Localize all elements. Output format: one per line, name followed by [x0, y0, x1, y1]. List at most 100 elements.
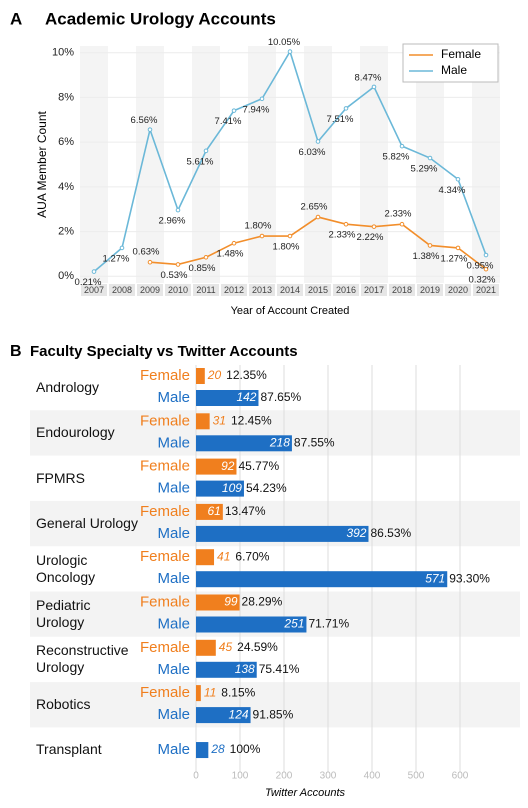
share-label: 71.71% — [308, 617, 349, 631]
x-tick-label: 200 — [276, 771, 293, 782]
value-label: 31 — [213, 413, 226, 427]
category-label: Reconstructive Urology — [36, 642, 129, 676]
point — [315, 139, 321, 144]
x-tick-box — [221, 284, 247, 296]
bar — [196, 742, 209, 759]
value-label: 1.27% — [441, 253, 468, 264]
share-label: 100% — [230, 742, 261, 756]
x-tick-label: 2012 — [224, 285, 244, 295]
y-tick-label: 10% — [52, 47, 74, 59]
category-label: General Urology — [36, 514, 138, 531]
x-tick-label: 2008 — [112, 285, 132, 295]
bar — [196, 571, 448, 588]
x-tick-label: 2019 — [420, 285, 440, 295]
value-label: 7.94% — [243, 104, 270, 115]
panel-label: A — [10, 9, 22, 28]
x-tick-label: 600 — [452, 771, 469, 782]
share-label: 45.77% — [238, 459, 279, 473]
value-label: 2.33% — [329, 230, 356, 241]
series-name: Male — [157, 615, 190, 632]
x-band — [304, 46, 332, 283]
value-label: 5.29% — [411, 164, 438, 175]
x-band — [80, 46, 108, 283]
series-name: Male — [157, 480, 190, 497]
x-tick-box — [305, 284, 331, 296]
x-tick-label: 2017 — [364, 285, 384, 295]
point — [259, 96, 265, 102]
value-label: 2.22% — [357, 232, 384, 243]
series-name: Male — [157, 525, 190, 542]
y-tick-label: 8% — [58, 91, 74, 103]
x-tick-box — [361, 284, 387, 296]
value-label: 8.47% — [355, 72, 382, 83]
point — [427, 155, 433, 161]
category-label: FPMRS — [36, 469, 85, 486]
value-label: 5.61% — [187, 156, 214, 167]
legend-label: Male — [441, 63, 467, 77]
bar — [196, 594, 240, 611]
chart-title: Academic Urology Accounts — [45, 9, 276, 28]
x-tick-box — [249, 284, 275, 296]
x-axis-label: Year of Account Created — [231, 305, 350, 317]
share-label: 12.35% — [226, 368, 267, 382]
value-label: 7.51% — [327, 114, 354, 125]
x-tick-label: 300 — [320, 771, 337, 782]
bar — [196, 639, 216, 656]
x-tick-box — [81, 284, 107, 296]
x-tick-box — [473, 284, 499, 296]
value-label: 138 — [235, 662, 255, 676]
x-band — [192, 46, 220, 283]
bar — [196, 661, 257, 678]
x-tick-label: 0 — [193, 771, 199, 782]
x-tick-box — [165, 284, 191, 296]
x-tick-label: 100 — [232, 771, 249, 782]
category-label: Urologic Oncology — [36, 551, 96, 585]
category-label: Transplant — [36, 741, 102, 758]
share-label: 24.59% — [237, 640, 278, 654]
value-label: 2.33% — [385, 209, 412, 220]
point — [259, 233, 265, 239]
point — [455, 245, 461, 251]
point — [371, 224, 377, 229]
bar — [196, 707, 251, 724]
value-label: 0.95% — [467, 261, 494, 272]
y-tick-label: 0% — [58, 270, 74, 282]
panel-label: B — [10, 343, 22, 360]
legend-label: Female — [441, 47, 481, 61]
value-label: 45 — [219, 640, 233, 654]
value-label: 11 — [204, 685, 216, 699]
point — [175, 262, 181, 267]
value-label: 6.03% — [299, 147, 326, 158]
value-label: 2.96% — [159, 216, 186, 227]
chart-title: Faculty Specialty vs Twitter Accounts — [30, 343, 298, 360]
value-label: 0.63% — [133, 247, 160, 258]
series-name: Male — [157, 570, 190, 587]
value-label: 6.56% — [131, 115, 158, 126]
x-tick-label: 2013 — [252, 285, 272, 295]
category-label: Andrology — [36, 379, 100, 395]
value-label: 61 — [207, 504, 220, 518]
x-band — [136, 46, 164, 283]
point — [147, 259, 153, 265]
series-name: Female — [140, 684, 190, 701]
x-tick-box — [137, 284, 163, 296]
bar — [196, 458, 237, 475]
x-axis-label: Twitter Accounts — [265, 787, 346, 799]
series-name: Male — [157, 661, 190, 678]
value-label: 218 — [269, 435, 290, 449]
x-tick-box — [445, 284, 471, 296]
legend-box — [402, 43, 499, 83]
point — [203, 148, 209, 154]
value-label: 124 — [229, 707, 249, 721]
x-tick-label: 2007 — [84, 285, 104, 295]
x-band — [472, 46, 500, 283]
share-label: 54.23% — [246, 481, 287, 495]
bar — [196, 435, 292, 452]
point — [287, 233, 293, 239]
value-label: 28 — [210, 742, 225, 756]
x-tick-label: 2014 — [280, 285, 300, 295]
value-label: 20 — [207, 368, 222, 382]
value-label: 10.05% — [268, 37, 301, 48]
x-tick-label: 400 — [364, 771, 381, 782]
point — [455, 176, 461, 182]
